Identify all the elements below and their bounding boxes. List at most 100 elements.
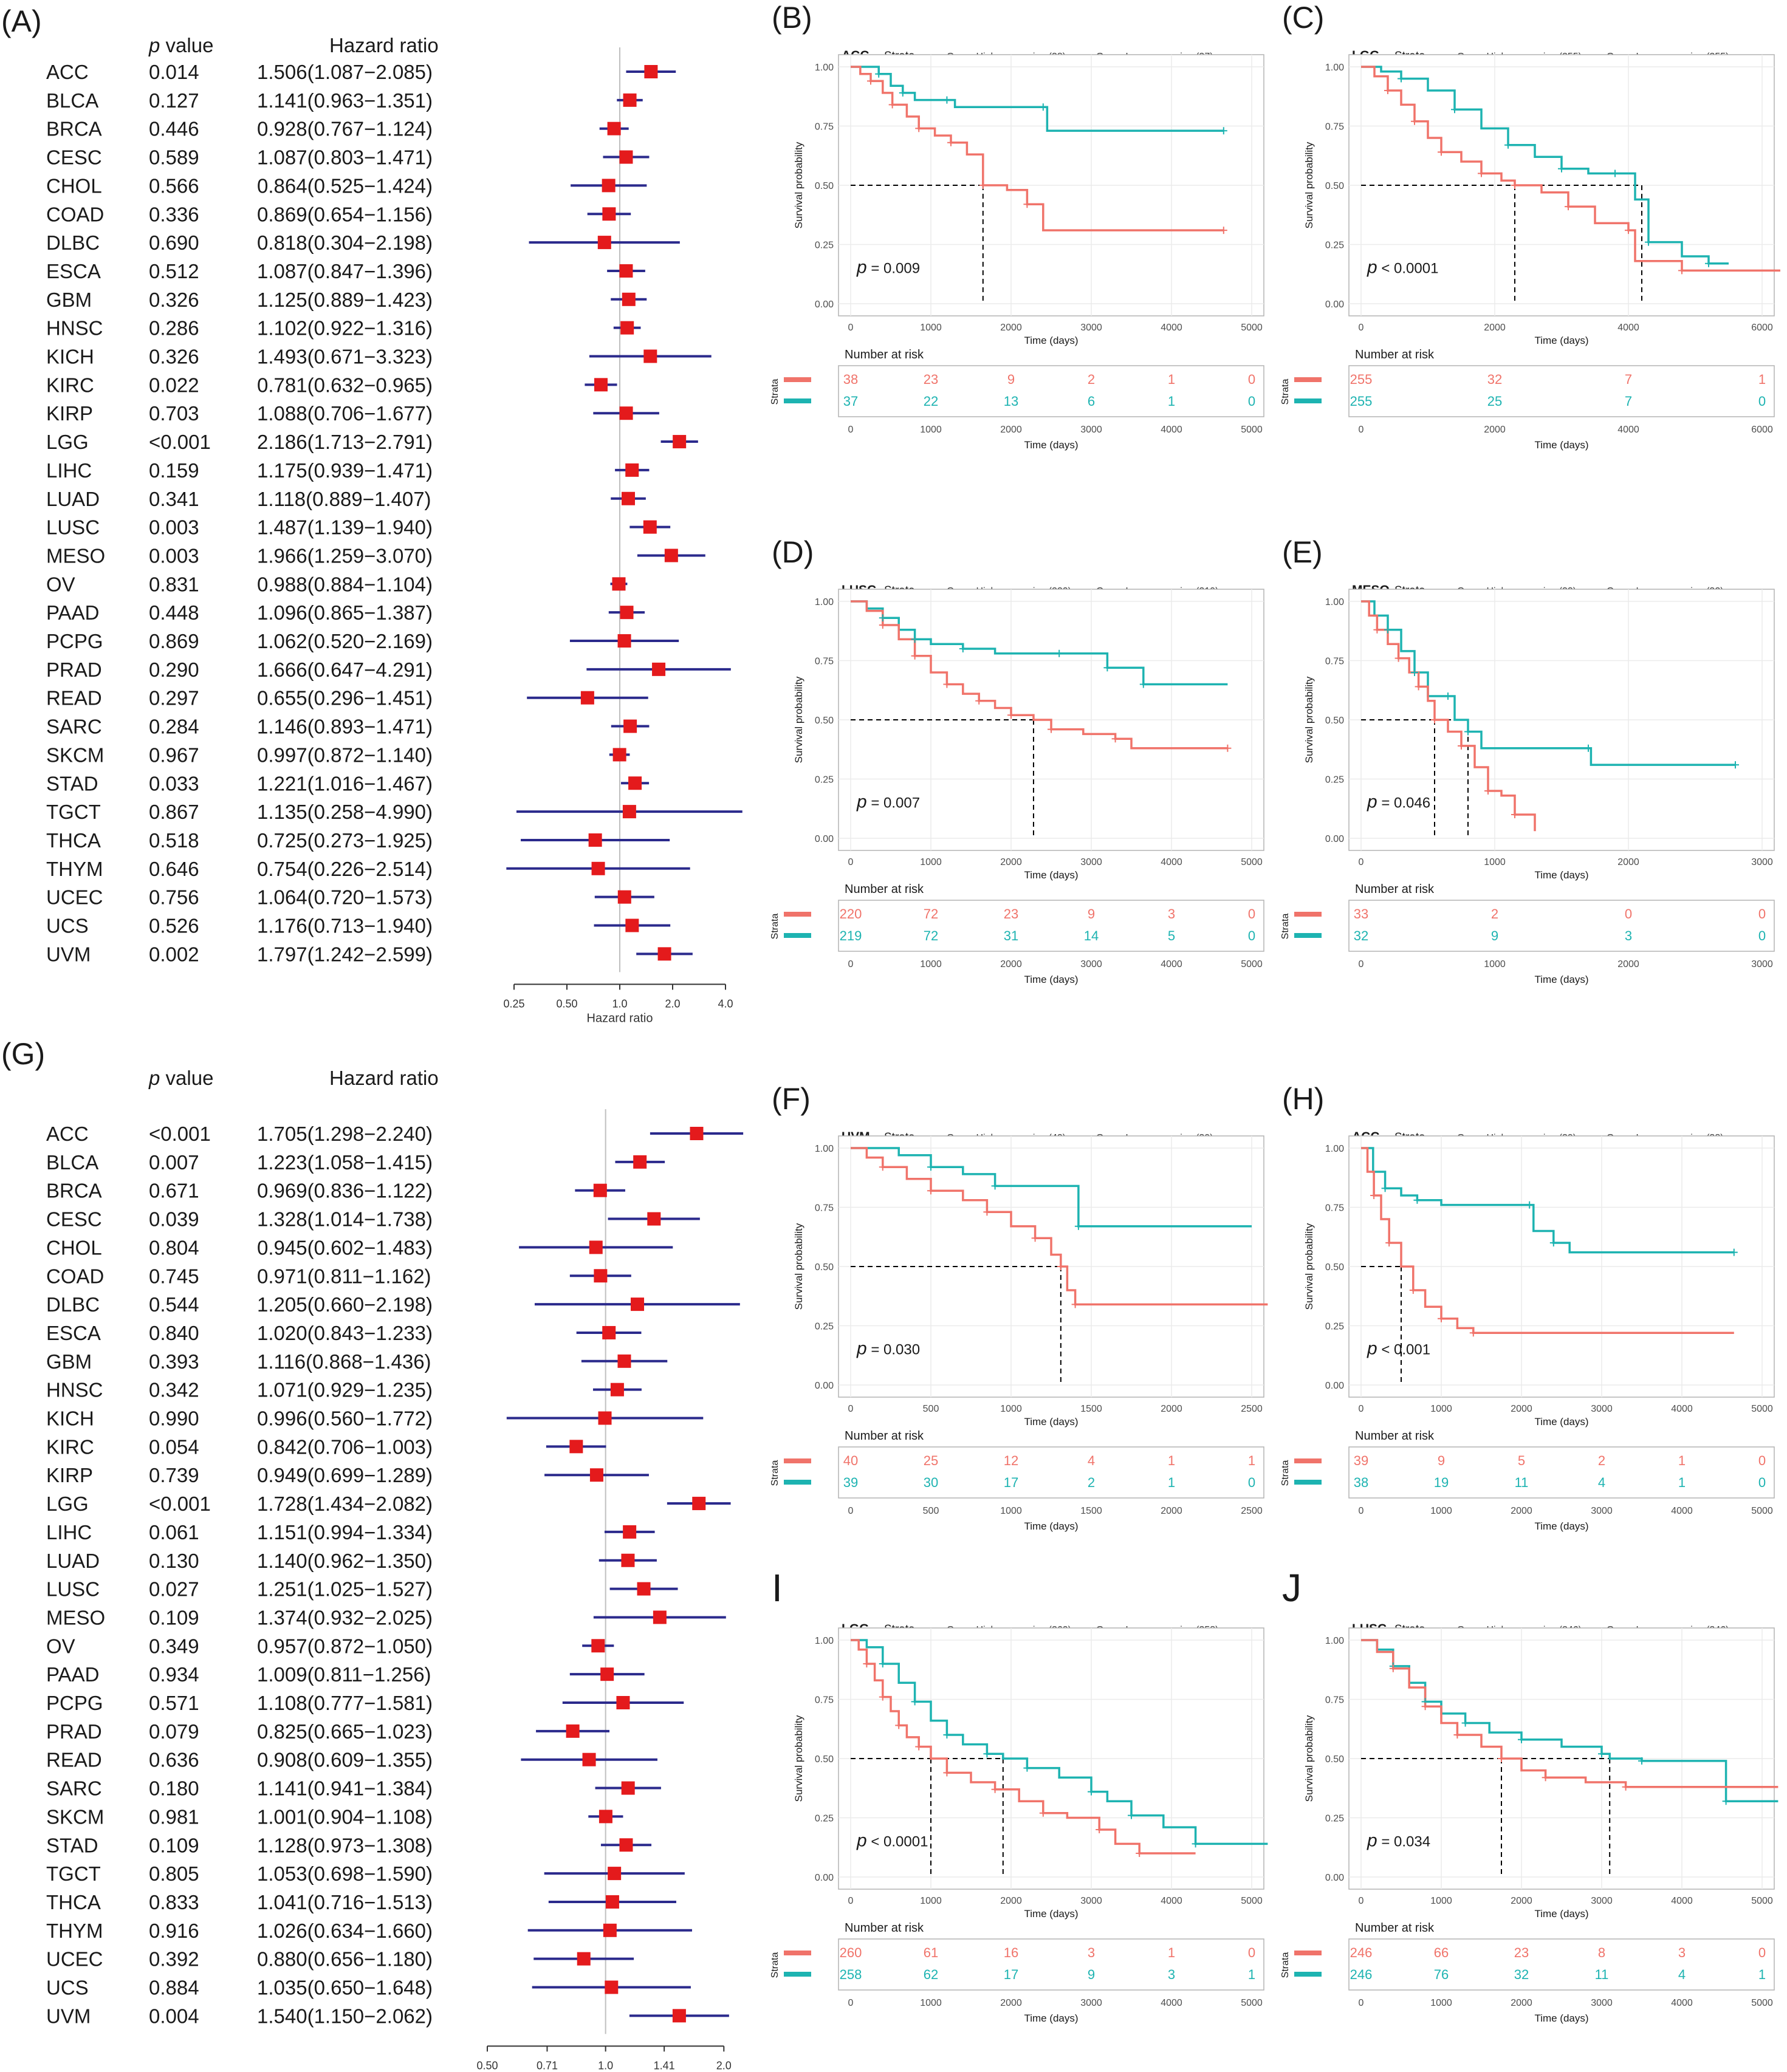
- risk-count-high: 23: [924, 372, 938, 387]
- y-tick-label: 0.50: [815, 716, 834, 726]
- hr-marker: [653, 1610, 667, 1624]
- p-value: 0.869: [149, 630, 199, 652]
- hr-marker: [619, 406, 633, 420]
- survival-curve-low: [1361, 66, 1729, 265]
- p-value: 0.867: [149, 801, 199, 823]
- p-value: 0.884: [149, 1977, 199, 1999]
- censor-mark: [1498, 1755, 1505, 1762]
- km-plot-i: ILGGStrataGene=High expression (260)Gene…: [770, 1573, 1268, 2024]
- censor-mark: [1219, 227, 1227, 234]
- y-tick-label: 0.75: [815, 122, 834, 132]
- km-plot-h: (H)ACCStrataGene=High expression (39)Gen…: [1280, 1082, 1775, 1532]
- censor-mark: [1678, 267, 1686, 275]
- risk-x-tick-label: 3000: [1591, 1506, 1613, 1516]
- x-tick-label: 4000: [1671, 1896, 1693, 1906]
- censor-mark: [1730, 1248, 1738, 1256]
- hazard-ratio-value: 0.754(0.226−2.514): [257, 858, 433, 880]
- cancer-label: LUAD: [46, 1550, 100, 1572]
- censor-mark: [1039, 1809, 1047, 1817]
- hazard-ratio-value: 0.781(0.632−0.965): [257, 374, 433, 396]
- risk-strata-label: Strata: [1280, 914, 1291, 940]
- censor-mark: [1219, 127, 1227, 135]
- hazard-ratio-value: 0.988(0.884−1.104): [257, 573, 433, 595]
- x-tick-label: 4000: [1161, 1896, 1182, 1906]
- p-value-label: p < 0.001: [1367, 1339, 1430, 1359]
- p-value-header: p value: [148, 1067, 213, 1089]
- censor-mark: [1461, 1719, 1469, 1727]
- risk-x-tick-label: 0: [848, 1506, 854, 1516]
- x-axis-title: Time (days): [1534, 1908, 1588, 1920]
- censor-mark: [1384, 87, 1391, 94]
- censor-mark: [1007, 711, 1015, 719]
- x-tick-label: 3000: [1080, 323, 1102, 333]
- risk-x-tick-label: 1000: [920, 1998, 942, 2008]
- p-value-header: p value: [148, 34, 213, 56]
- y-tick-label: 0.00: [815, 299, 834, 310]
- censor-mark: [1411, 117, 1418, 125]
- hr-marker: [621, 491, 635, 505]
- censor-mark: [943, 1769, 951, 1777]
- censor-mark: [1511, 811, 1518, 818]
- y-tick-label: 0.50: [1325, 1754, 1344, 1765]
- hr-marker: [617, 634, 631, 648]
- censor-mark: [1048, 725, 1055, 733]
- risk-table-title: Number at risk: [845, 1921, 924, 1935]
- risk-x-tick-label: 4000: [1671, 1998, 1693, 2008]
- risk-x-tick-label: 1500: [1080, 1506, 1102, 1516]
- cancer-label: ACC: [46, 1123, 89, 1145]
- risk-table-title: Number at risk: [1355, 883, 1435, 896]
- cancer-label: THCA: [46, 1891, 101, 1913]
- p-value: 0.039: [149, 1208, 199, 1231]
- panel-label: (C): [1282, 1, 1324, 35]
- censor-mark: [1558, 165, 1565, 173]
- p-value: 0.967: [149, 744, 199, 766]
- hr-marker: [603, 1923, 617, 1937]
- censor-mark: [1411, 669, 1418, 676]
- risk-x-tick-label: 3000: [1080, 959, 1102, 969]
- hazard-ratio-value: 1.175(0.939−1.471): [257, 459, 433, 482]
- risk-count-low: 0: [1248, 394, 1255, 409]
- hazard-ratio-value: 1.071(0.929−1.235): [257, 1379, 433, 1401]
- x-axis-title: Time (days): [1534, 335, 1588, 346]
- risk-count-low: 32: [1514, 1967, 1529, 1982]
- censor-mark: [1622, 1783, 1630, 1791]
- censor-mark: [911, 652, 919, 660]
- hazard-ratio-value: 1.487(1.139−1.940): [257, 516, 433, 539]
- risk-count-high: 8: [1598, 1945, 1605, 1960]
- hazard-ratio-value: 1.493(0.671−3.323): [257, 346, 433, 368]
- hr-marker: [672, 2009, 686, 2023]
- risk-strata-label: Strata: [770, 914, 780, 940]
- risk-x-tick-label: 500: [923, 1506, 939, 1516]
- y-tick-label: 0.50: [815, 181, 834, 191]
- hr-marker: [690, 1127, 704, 1140]
- p-value: <0.001: [149, 1123, 211, 1145]
- censor-mark: [1384, 626, 1391, 634]
- risk-count-high: 38: [843, 372, 858, 387]
- p-value: <0.001: [149, 1492, 211, 1515]
- cancer-label: UVM: [46, 2005, 91, 2027]
- p-value: 0.159: [149, 459, 199, 482]
- risk-strata-label: Strata: [770, 379, 780, 405]
- x-tick-label: 2.0: [716, 2059, 732, 2071]
- censor-mark: [947, 138, 955, 146]
- risk-count-low: 0: [1758, 928, 1766, 943]
- risk-count-low: 13: [1004, 394, 1018, 409]
- hazard-ratio-value: 1.151(0.994−1.334): [257, 1521, 433, 1544]
- hr-marker: [605, 1895, 619, 1909]
- risk-count-high: 3: [1168, 906, 1175, 921]
- risk-x-tick-label: 2000: [1000, 425, 1022, 435]
- p-value: 0.981: [149, 1805, 199, 1828]
- hazard-ratio-value: 0.996(0.560−1.772): [257, 1407, 433, 1430]
- hr-marker: [643, 349, 657, 363]
- x-tick-label: 2000: [1161, 1404, 1182, 1414]
- y-tick-label: 0.00: [815, 1873, 834, 1883]
- censor-mark: [911, 635, 919, 643]
- hr-marker: [598, 1411, 612, 1425]
- hr-marker: [622, 805, 636, 819]
- x-tick-label: 0: [1359, 857, 1364, 867]
- risk-count-low: 3: [1168, 1967, 1175, 1982]
- censor-mark: [1722, 1797, 1730, 1805]
- censor-mark: [1111, 735, 1119, 743]
- risk-count-low: 11: [1595, 1967, 1609, 1982]
- p-value: 0.392: [149, 1948, 199, 1971]
